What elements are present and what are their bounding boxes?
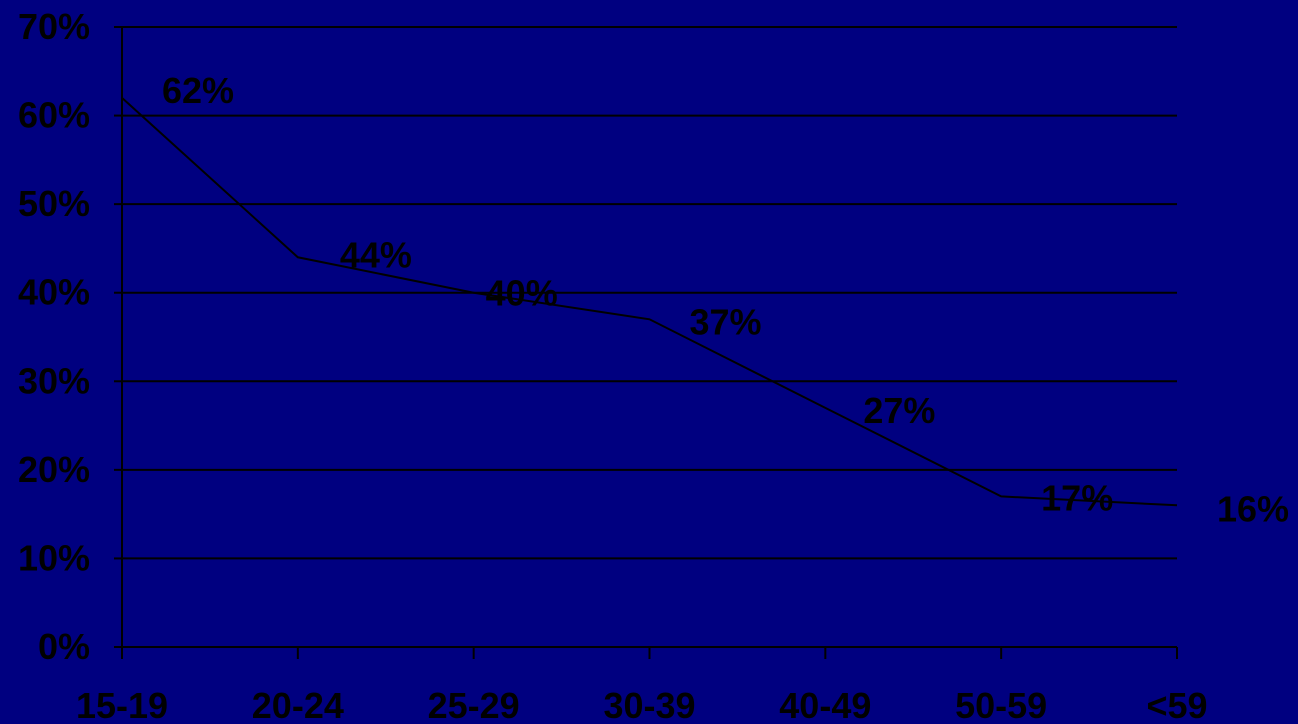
y-axis-tick-labels: 0% 10% 20% 30% 40% 50% 60% 70% [18, 6, 90, 667]
data-labels: 62% 44% 40% 37% 27% 17% 16% [162, 70, 1289, 529]
x-tick-label: <59 [1146, 685, 1207, 724]
y-tick-label: 50% [18, 183, 90, 224]
series [121, 97, 1178, 507]
data-label: 44% [340, 234, 412, 275]
y-tick-label: 10% [18, 537, 90, 578]
data-label: 17% [1041, 477, 1113, 518]
x-tick-label: 40-49 [779, 685, 871, 724]
y-tick-label: 20% [18, 449, 90, 490]
x-axis-tick-labels: 15-19 20-24 25-29 30-39 40-49 50-59 <59 [76, 685, 1208, 724]
data-label: 16% [1217, 488, 1289, 529]
y-tick-label: 0% [38, 626, 90, 667]
gridlines [122, 26, 1177, 560]
x-tick-label: 20-24 [252, 685, 344, 724]
axes [114, 26, 1178, 659]
y-tick-label: 60% [18, 95, 90, 136]
y-tick-label: 70% [18, 6, 90, 47]
data-label: 27% [863, 390, 935, 431]
y-tick-label: 30% [18, 360, 90, 401]
data-label: 62% [162, 70, 234, 111]
data-label: 37% [690, 301, 762, 342]
x-tick-label: 30-39 [603, 685, 695, 724]
series-line [121, 97, 1178, 507]
y-tick-label: 40% [18, 272, 90, 313]
x-tick-label: 15-19 [76, 685, 168, 724]
x-tick-label: 25-29 [428, 685, 520, 724]
data-label: 40% [486, 273, 558, 314]
x-tick-label: 50-59 [955, 685, 1047, 724]
